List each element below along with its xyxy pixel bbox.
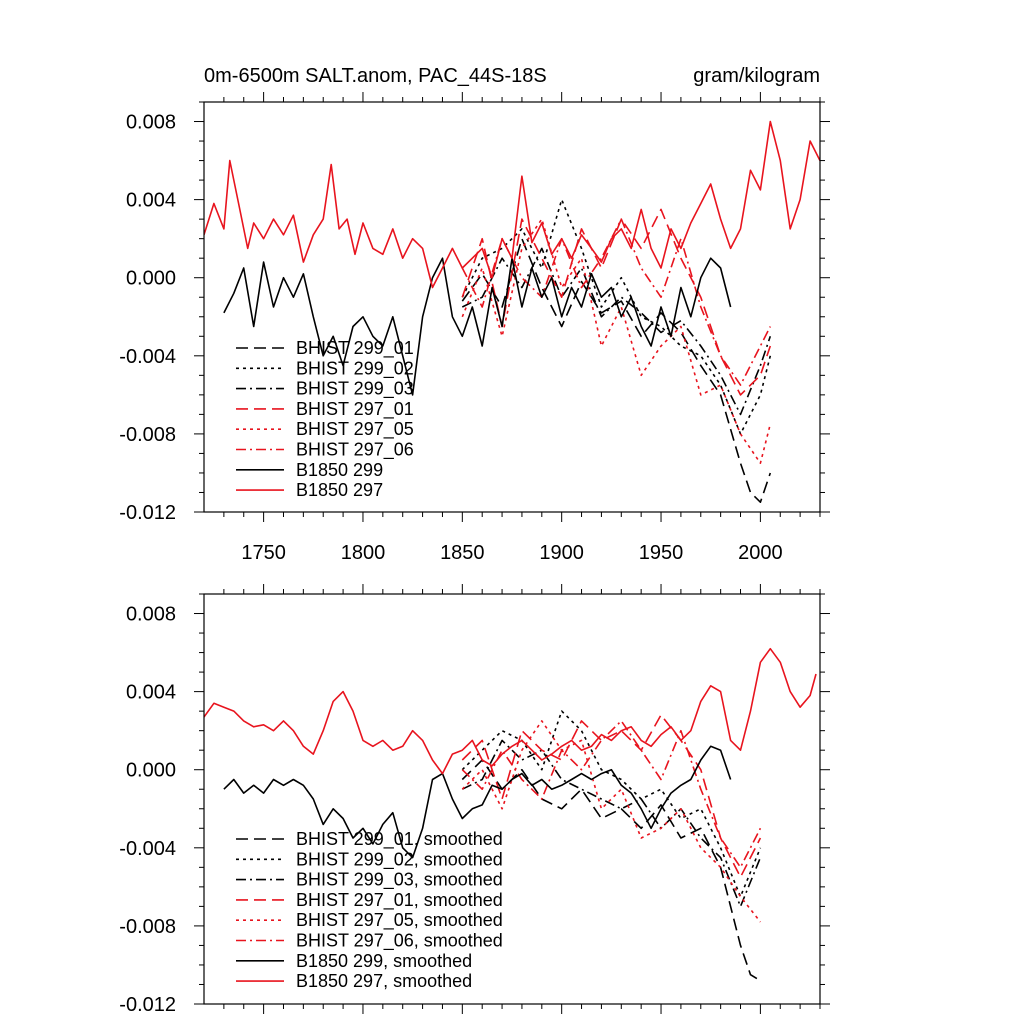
legend-label: BHIST 297_01 xyxy=(296,399,414,420)
series-line-top-5 xyxy=(461,218,772,386)
legend-label: BHIST 297_05, smoothed xyxy=(296,910,503,931)
top-panel: 0m-6500m SALT.anom, PAC_44S-18S gram/kil… xyxy=(119,65,830,564)
y-tick-label: 0.000 xyxy=(126,268,176,290)
series-line-top-3 xyxy=(461,208,772,396)
y-tick-label: -0.008 xyxy=(119,424,176,446)
series-line-top-6 xyxy=(223,257,732,396)
y-tick-label: -0.008 xyxy=(119,916,176,938)
plot-frame xyxy=(203,101,821,513)
x-tick-label: 1900 xyxy=(539,542,584,564)
legend-label: BHIST 299_03, smoothed xyxy=(296,870,503,891)
x-tick-label: 1850 xyxy=(440,542,485,564)
x-tick-label: 1950 xyxy=(639,542,684,564)
series-line-bottom-6 xyxy=(223,745,732,859)
y-tick-label: 0.008 xyxy=(126,112,176,134)
series-line-bottom-0 xyxy=(461,759,761,982)
legend-label: B1850 297 xyxy=(296,480,383,500)
y-tick-label: 0.004 xyxy=(126,190,176,212)
series-line-bottom-3 xyxy=(461,714,762,878)
legend-label: BHIST 297_06, smoothed xyxy=(296,931,503,952)
y-tick-label: -0.012 xyxy=(119,994,176,1016)
legend-label: BHIST 299_03 xyxy=(296,379,414,400)
y-tick-label: 0.000 xyxy=(126,760,176,782)
x-tick-label: 2000 xyxy=(738,542,783,564)
top-panel-series xyxy=(204,120,820,503)
series-line-top-7 xyxy=(204,120,820,289)
legend-label: B1850 297, smoothed xyxy=(296,971,472,991)
legend-label: BHIST 299_01 xyxy=(296,338,414,359)
x-tick-label: 1800 xyxy=(341,542,386,564)
legend-label: BHIST 297_05 xyxy=(296,419,414,440)
series-line-bottom-7 xyxy=(204,647,817,775)
y-tick-label: -0.012 xyxy=(119,502,176,524)
bottom-panel-axes: 0.008 0.004 0.000 -0.004 -0.008 -0.012 xyxy=(119,584,830,1016)
top-panel-units: gram/kilogram xyxy=(693,65,820,87)
legend-label: BHIST 299_02, smoothed xyxy=(296,849,503,870)
legend-label: BHIST 297_01, smoothed xyxy=(296,890,503,911)
legend-label: B1850 299 xyxy=(296,460,383,480)
bottom-panel-series xyxy=(204,647,817,982)
series-line-top-0 xyxy=(461,237,772,503)
y-tick-label: -0.004 xyxy=(119,346,176,368)
legend-label: BHIST 299_02 xyxy=(296,358,414,379)
bottom-panel: 0.008 0.004 0.000 -0.004 -0.008 -0.012 BHIST … xyxy=(119,584,830,1016)
y-tick-label: -0.004 xyxy=(119,838,176,860)
series-line-bottom-2 xyxy=(461,739,762,908)
plot-frame xyxy=(203,593,821,1005)
legend-label: B1850 299, smoothed xyxy=(296,951,472,971)
y-tick-label: 0.008 xyxy=(126,604,176,626)
top-panel-title: 0m-6500m SALT.anom, PAC_44S-18S xyxy=(204,65,547,87)
legend-label: BHIST 297_06 xyxy=(296,440,414,461)
y-tick-label: 0.004 xyxy=(126,682,176,704)
series-line-bottom-4 xyxy=(461,720,762,923)
x-tick-label: 1750 xyxy=(241,542,286,564)
top-panel-axes: 1750 1800 1850 1900 1950 2000 0.008 0.004 0.000 -… xyxy=(119,92,830,564)
series-line-bottom-5 xyxy=(461,720,762,869)
legend-label: BHIST 299_01, smoothed xyxy=(296,829,503,850)
